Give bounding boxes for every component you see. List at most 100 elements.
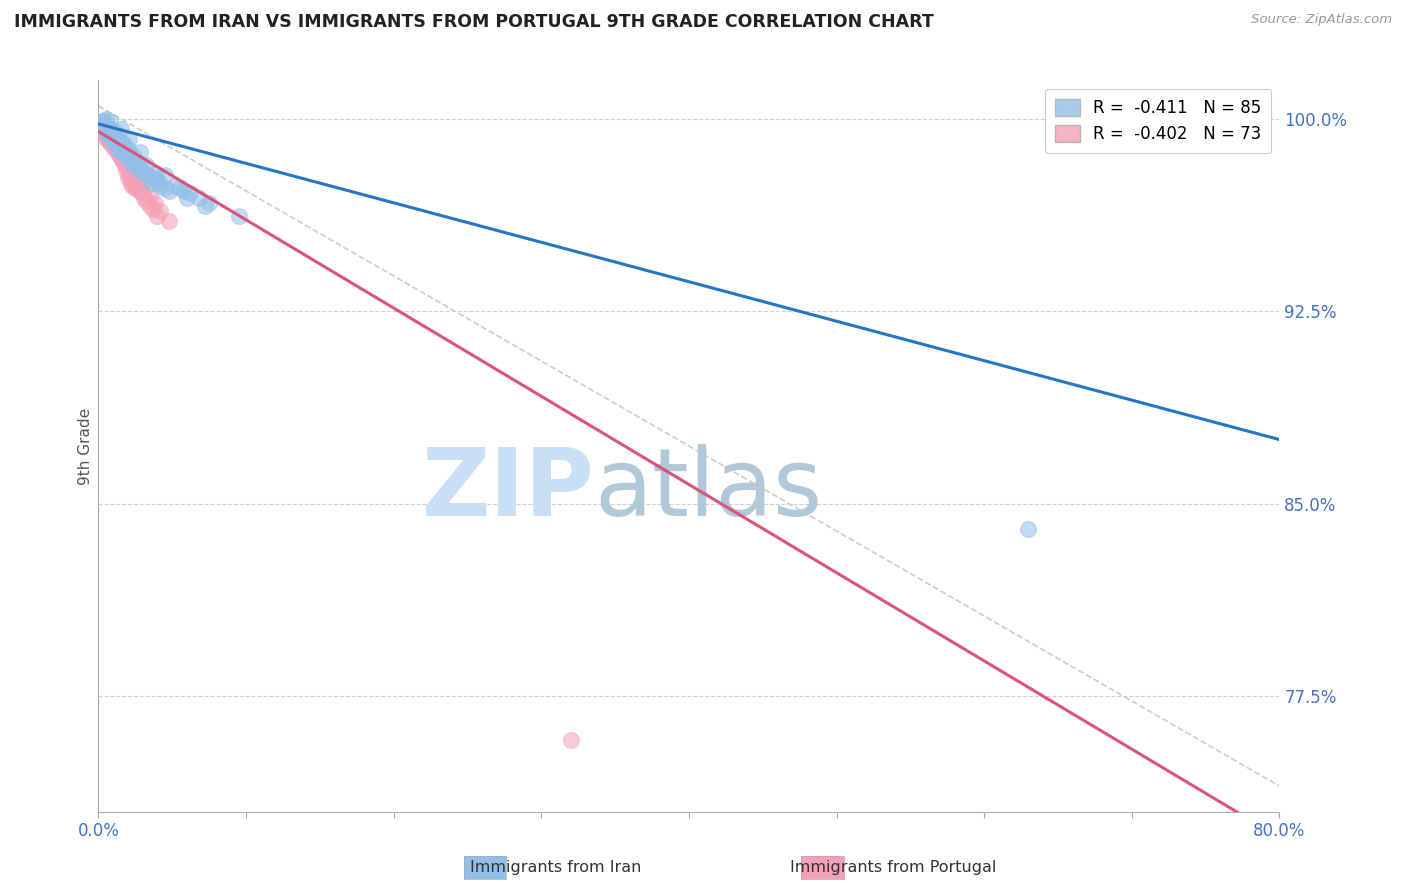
Point — [117, 161, 139, 175]
Point — [100, 137, 122, 152]
Point — [97, 132, 120, 146]
Point — [98, 114, 121, 128]
Point — [93, 125, 115, 139]
Point — [97, 127, 120, 141]
Text: ZIP: ZIP — [422, 444, 595, 536]
Point — [93, 125, 115, 139]
Point — [96, 129, 118, 144]
Point — [1017, 523, 1039, 537]
Point — [104, 129, 127, 144]
Point — [169, 181, 191, 195]
Point — [136, 168, 159, 182]
Point — [112, 150, 135, 164]
Point — [111, 140, 134, 154]
Text: atlas: atlas — [595, 444, 823, 536]
Point — [120, 170, 142, 185]
Point — [153, 181, 176, 195]
Point — [100, 127, 122, 141]
Point — [128, 184, 150, 198]
Point — [94, 127, 117, 141]
Point — [121, 153, 143, 167]
Point — [194, 199, 217, 213]
Point — [100, 129, 122, 144]
Text: Immigrants from Portugal: Immigrants from Portugal — [790, 861, 995, 875]
Point — [141, 176, 163, 190]
Legend: R =  -0.411   N = 85, R =  -0.402   N = 73: R = -0.411 N = 85, R = -0.402 N = 73 — [1045, 88, 1271, 153]
Point — [124, 181, 146, 195]
Point — [145, 170, 167, 185]
Point — [118, 143, 141, 157]
Point — [143, 196, 166, 211]
Point — [176, 191, 198, 205]
Point — [93, 120, 115, 134]
Point — [100, 129, 122, 144]
Point — [91, 122, 114, 136]
Point — [125, 155, 148, 169]
Point — [93, 129, 115, 144]
Point — [105, 125, 128, 139]
Point — [90, 117, 112, 131]
Point — [103, 137, 125, 152]
Point — [143, 166, 166, 180]
Point — [108, 147, 131, 161]
Point — [91, 114, 114, 128]
Point — [97, 127, 120, 141]
Point — [117, 145, 139, 160]
Point — [100, 132, 122, 146]
Point — [132, 176, 155, 190]
Point — [111, 147, 134, 161]
Point — [105, 140, 128, 154]
Text: IMMIGRANTS FROM IRAN VS IMMIGRANTS FROM PORTUGAL 9TH GRADE CORRELATION CHART: IMMIGRANTS FROM IRAN VS IMMIGRANTS FROM … — [14, 13, 934, 31]
Y-axis label: 9th Grade: 9th Grade — [77, 408, 93, 484]
Point — [146, 173, 169, 187]
Point — [107, 145, 129, 160]
Point — [148, 176, 170, 190]
Point — [94, 122, 117, 136]
Point — [94, 125, 117, 139]
Point — [142, 202, 165, 216]
Point — [94, 112, 117, 126]
Point — [105, 140, 128, 154]
Point — [98, 127, 121, 141]
Point — [228, 209, 250, 223]
Point — [129, 161, 152, 175]
Point — [103, 132, 125, 146]
Point — [112, 155, 135, 169]
Point — [91, 122, 114, 136]
Point — [560, 732, 582, 747]
Point — [93, 120, 115, 134]
Point — [165, 178, 187, 193]
Point — [111, 145, 134, 160]
Point — [128, 184, 150, 198]
Point — [96, 129, 118, 144]
Point — [118, 132, 141, 146]
Point — [112, 155, 135, 169]
Point — [91, 120, 114, 134]
Point — [114, 140, 136, 154]
Point — [110, 145, 132, 160]
Point — [139, 170, 162, 185]
Point — [107, 143, 129, 157]
Point — [110, 122, 132, 136]
Point — [135, 158, 157, 172]
Point — [134, 191, 156, 205]
Point — [187, 191, 209, 205]
Point — [122, 176, 145, 190]
Point — [94, 125, 117, 139]
Point — [115, 147, 138, 161]
Point — [107, 135, 129, 149]
Point — [94, 127, 117, 141]
Text: Source: ZipAtlas.com: Source: ZipAtlas.com — [1251, 13, 1392, 27]
Point — [91, 114, 114, 128]
Point — [91, 125, 114, 139]
Point — [153, 168, 176, 182]
Point — [105, 137, 128, 152]
Point — [96, 129, 118, 144]
Point — [98, 135, 121, 149]
Point — [115, 163, 138, 178]
Point — [107, 135, 129, 149]
Point — [149, 178, 172, 193]
Point — [98, 122, 121, 136]
Point — [110, 140, 132, 154]
Point — [132, 166, 155, 180]
